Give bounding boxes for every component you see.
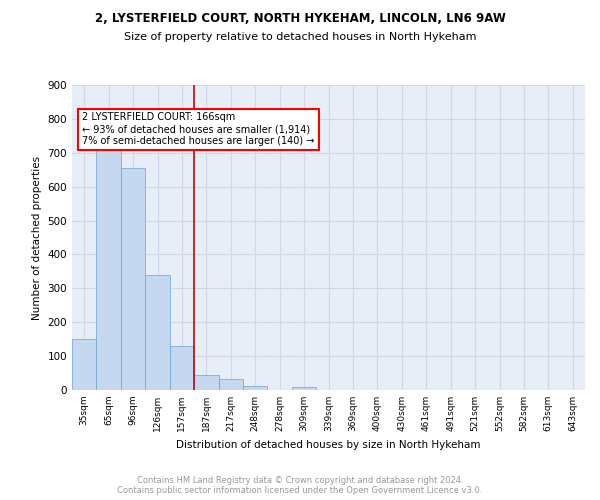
Bar [218, 380, 243, 390]
Text: Contains HM Land Registry data © Crown copyright and database right 2024.
Contai: Contains HM Land Registry data © Crown c… [118, 476, 482, 495]
Y-axis label: Number of detached properties: Number of detached properties [32, 156, 42, 320]
Bar [72, 339, 97, 390]
Text: 2, LYSTERFIELD COURT, NORTH HYKEHAM, LINCOLN, LN6 9AW: 2, LYSTERFIELD COURT, NORTH HYKEHAM, LIN… [95, 12, 505, 26]
Bar [121, 168, 145, 390]
Text: 2 LYSTERFIELD COURT: 166sqm
← 93% of detached houses are smaller (1,914)
7% of s: 2 LYSTERFIELD COURT: 166sqm ← 93% of det… [82, 112, 314, 146]
Bar [97, 147, 121, 390]
Bar [292, 388, 316, 390]
X-axis label: Distribution of detached houses by size in North Hykeham: Distribution of detached houses by size … [176, 440, 481, 450]
Bar [194, 376, 218, 390]
Text: Size of property relative to detached houses in North Hykeham: Size of property relative to detached ho… [124, 32, 476, 42]
Bar [170, 346, 194, 390]
Bar [145, 275, 170, 390]
Bar [243, 386, 268, 390]
